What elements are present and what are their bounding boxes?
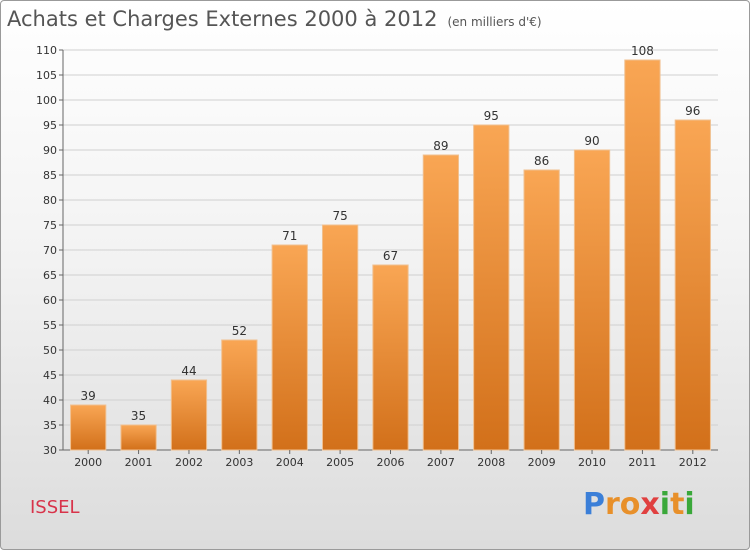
data-label: 52 bbox=[232, 324, 247, 338]
x-tick-label: 2011 bbox=[628, 456, 656, 469]
y-tick-label: 40 bbox=[43, 394, 57, 407]
chart-title-text: Achats et Charges Externes 2000 à 2012 bbox=[7, 7, 438, 31]
bar bbox=[573, 149, 611, 451]
data-label: 39 bbox=[81, 389, 96, 403]
logo-letter: i bbox=[684, 487, 695, 522]
y-tick-label: 45 bbox=[43, 369, 57, 382]
x-tick-label: 2007 bbox=[427, 456, 455, 469]
data-label: 75 bbox=[332, 209, 347, 223]
y-tick-label: 55 bbox=[43, 319, 57, 332]
x-tick-label: 2010 bbox=[578, 456, 606, 469]
data-label: 90 bbox=[584, 134, 599, 148]
y-tick-label: 50 bbox=[43, 344, 57, 357]
logo-letter: o bbox=[619, 487, 641, 522]
chart-title: Achats et Charges Externes 2000 à 2012 (e… bbox=[7, 7, 542, 31]
y-tick-label: 75 bbox=[43, 219, 57, 232]
data-label: 35 bbox=[131, 409, 146, 423]
y-tick-label: 65 bbox=[43, 269, 57, 282]
x-tick-label: 2012 bbox=[679, 456, 707, 469]
y-tick-label: 100 bbox=[36, 94, 57, 107]
bar bbox=[422, 154, 460, 451]
bar bbox=[624, 59, 661, 451]
data-label: 108 bbox=[631, 44, 654, 58]
x-tick-label: 2002 bbox=[175, 456, 203, 469]
bar bbox=[70, 404, 107, 451]
y-tick-label: 95 bbox=[43, 119, 57, 132]
y-tick-label: 35 bbox=[43, 419, 57, 432]
data-label: 44 bbox=[181, 364, 196, 378]
y-tick-label: 60 bbox=[43, 294, 57, 307]
y-tick-label: 85 bbox=[43, 169, 57, 182]
chart-unit: (en milliers d'€) bbox=[447, 15, 542, 29]
x-tick-label: 2004 bbox=[276, 456, 304, 469]
logo-letter: x bbox=[640, 487, 660, 522]
data-label: 71 bbox=[282, 229, 297, 243]
bar bbox=[372, 264, 409, 451]
data-label: 89 bbox=[433, 139, 448, 153]
y-tick-label: 30 bbox=[43, 444, 57, 457]
y-tick-label: 90 bbox=[43, 144, 57, 157]
logo-letter: r bbox=[605, 487, 620, 522]
bar bbox=[120, 424, 157, 451]
y-tick-label: 70 bbox=[43, 244, 57, 257]
y-tick-label: 80 bbox=[43, 194, 57, 207]
x-tick-label: 2000 bbox=[74, 456, 102, 469]
x-tick-label: 2006 bbox=[377, 456, 405, 469]
logo-letter: i bbox=[659, 487, 671, 522]
data-label: 96 bbox=[685, 104, 700, 118]
logo-letter: P bbox=[583, 487, 605, 522]
logo-letter: t bbox=[670, 487, 685, 522]
bar bbox=[271, 244, 308, 451]
x-tick-label: 2008 bbox=[477, 456, 505, 469]
data-label: 86 bbox=[534, 154, 549, 168]
bar bbox=[523, 169, 560, 451]
data-label: 67 bbox=[383, 249, 398, 263]
x-tick-label: 2003 bbox=[225, 456, 253, 469]
bar bbox=[473, 124, 510, 451]
commune-name: ISSEL bbox=[30, 497, 80, 518]
y-tick-label: 110 bbox=[36, 44, 57, 57]
bar bbox=[674, 119, 711, 451]
bar bbox=[170, 379, 208, 451]
y-tick-label: 105 bbox=[36, 69, 57, 82]
proxiti-logo: Proxiti bbox=[583, 487, 695, 522]
x-tick-label: 2001 bbox=[125, 456, 153, 469]
bar bbox=[321, 224, 359, 451]
data-label: 95 bbox=[484, 109, 499, 123]
x-tick-label: 2009 bbox=[528, 456, 556, 469]
x-tick-label: 2005 bbox=[326, 456, 354, 469]
bar bbox=[221, 339, 258, 451]
